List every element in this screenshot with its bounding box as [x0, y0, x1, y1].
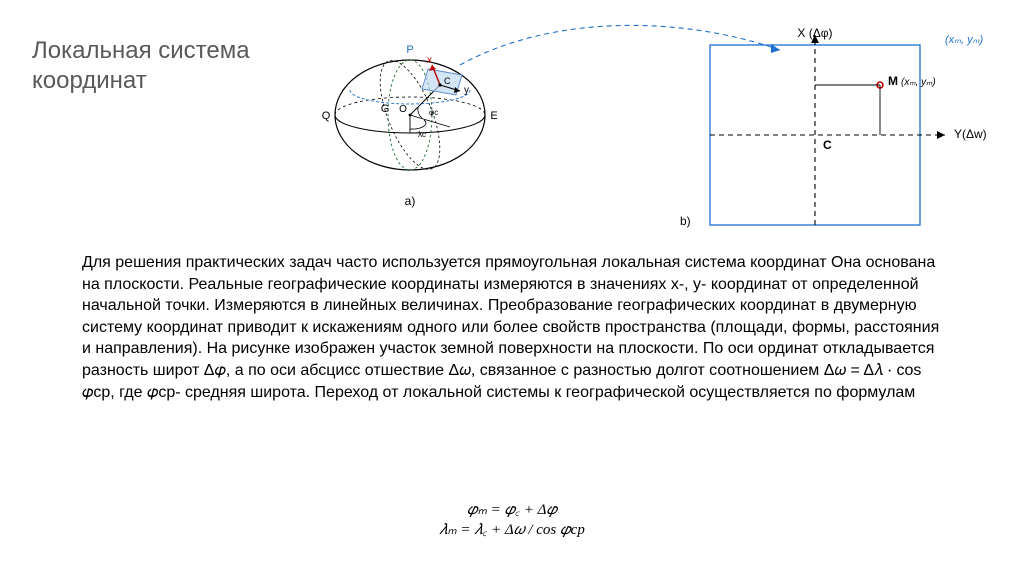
- label-p: P: [406, 44, 413, 56]
- center-o-dot: [409, 114, 412, 117]
- formula-1: 𝜑ₘ = 𝜑꜀ + Δ𝜑: [0, 500, 1024, 520]
- label-c: C: [444, 76, 451, 86]
- label-y: y: [464, 85, 469, 96]
- label-phi: φс: [429, 108, 438, 117]
- corner-label: (xₘ, yₘ): [945, 34, 983, 46]
- title-line2: координат: [32, 67, 147, 94]
- label-e: E: [490, 110, 497, 122]
- label-q: Q: [322, 110, 331, 122]
- diagrams-container: P Q E G O C x y φс λс a): [310, 20, 990, 230]
- angle-phi-arc: [418, 107, 422, 118]
- page-title: Локальная система координат: [32, 36, 250, 96]
- diagrams-svg: P Q E G O C x y φс λс a): [310, 20, 990, 240]
- label-center-c: C: [823, 138, 832, 152]
- label-x: x: [427, 55, 432, 66]
- formula-2: 𝜆ₘ = 𝜆꜀ + Δ𝜔 / cos 𝜑ср: [0, 520, 1024, 540]
- y-axis-title: Y(Δw): [954, 127, 987, 141]
- title-line1: Локальная система: [32, 37, 250, 64]
- diagram-b-label: b): [680, 214, 691, 228]
- label-lambda: λс: [418, 130, 426, 139]
- point-c-dot: [438, 83, 441, 86]
- body-paragraph: Для решения практических задач часто исп…: [82, 252, 942, 403]
- x-axis-title: X (Δφ): [797, 26, 832, 40]
- label-point-coords: (xₘ, yₘ): [901, 77, 936, 88]
- diagram-a-label: a): [405, 194, 416, 208]
- y-axis-head: [937, 131, 945, 139]
- equator-back: [335, 97, 485, 115]
- label-g: G: [381, 103, 390, 115]
- formulas-block: 𝜑ₘ = 𝜑꜀ + Δ𝜑 𝜆ₘ = 𝜆꜀ + Δ𝜔 / cos 𝜑ср: [0, 500, 1024, 541]
- angle-lambda-arc: [410, 120, 426, 129]
- label-point-m: M: [888, 74, 898, 88]
- label-o: O: [399, 104, 407, 115]
